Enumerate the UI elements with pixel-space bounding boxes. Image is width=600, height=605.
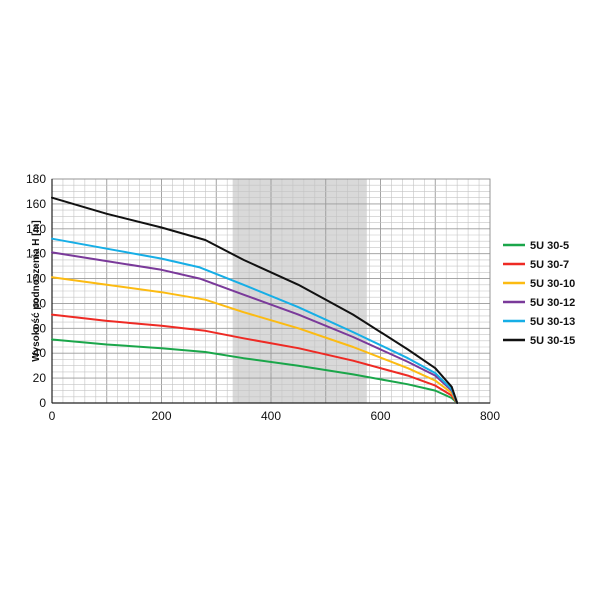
legend-label-5: 5U 30-13 [530, 316, 575, 328]
series-line-2 [51, 313, 459, 404]
legend-label-6: 5U 30-15 [530, 335, 575, 347]
series-line-3 [51, 276, 459, 404]
legend-label-3: 5U 30-10 [530, 278, 575, 290]
y-tick-label: 120 [26, 247, 46, 261]
series-line-5 [51, 237, 459, 404]
x-tick-label: 200 [151, 409, 171, 423]
series-layer [51, 196, 459, 404]
series-line-6 [51, 196, 459, 404]
x-tick-label: 800 [480, 409, 500, 423]
y-tick-label: 40 [33, 346, 47, 360]
y-tick-label: 100 [26, 272, 46, 286]
x-tick-label: 400 [261, 409, 281, 423]
y-tick-label: 160 [26, 197, 46, 211]
legend-label-2: 5U 30-7 [530, 259, 569, 271]
x-tick-label: 600 [370, 409, 390, 423]
legend-label-1: 5U 30-5 [530, 240, 569, 252]
axes-layer [51, 178, 491, 404]
y-axis-label: Wysokość podnoszenia H [m] [31, 220, 42, 362]
series-line-4 [51, 251, 459, 404]
y-tick-label: 60 [33, 321, 47, 335]
legend: 5U 30-5 5U 30-7 5U 30-10 5U 30-12 5U 30-13 5U… [503, 240, 575, 347]
y-tick-label: 80 [33, 296, 47, 310]
y-tick-label: 0 [39, 396, 46, 410]
y-tick-label: 140 [26, 222, 46, 236]
y-tick-label: 20 [33, 371, 47, 385]
x-tick-label: 0 [49, 409, 56, 423]
tick-labels-layer: 0 200 400 600 800 0 20 40 60 80 100 120 140 160 180 [26, 172, 500, 423]
y-tick-label: 180 [26, 172, 46, 186]
legend-label-4: 5U 30-12 [530, 297, 575, 309]
series-line-1 [51, 338, 459, 404]
